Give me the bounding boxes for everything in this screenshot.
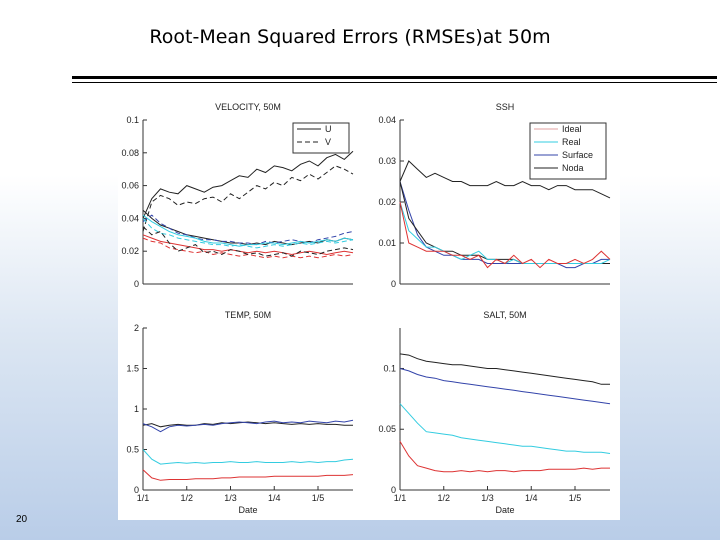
y-tick-label: 0: [134, 485, 139, 495]
y-tick-label: 0.06: [121, 181, 139, 191]
chart-panel-1: VELOCITY, 50M 0 0.02 0.04 0.06 0.08 0.1 UV: [121, 102, 354, 289]
title-rule-thick: [72, 76, 717, 79]
series-line-2: [399, 368, 611, 405]
chart-panel-2: SSH 0 0.01 0.02 0.03 0.04 Ideal Real Surface Noda: [378, 102, 611, 289]
series-line-2: [142, 419, 354, 433]
y-tick-label: 0.1: [383, 363, 396, 373]
series-line-1: [142, 421, 353, 428]
legend-box: [292, 122, 350, 154]
legend-label: Surface: [562, 150, 593, 160]
y-tick-label: 0: [391, 279, 396, 289]
legend-label: U: [325, 124, 332, 134]
y-tick-label: 0: [134, 279, 139, 289]
rmse-figure: VELOCITY, 50M 0 0.02 0.04 0.06 0.08 0.1 UV SSH 0 0…: [118, 94, 620, 520]
y-tick-label: 0.01: [378, 238, 396, 248]
x-tick-label: 1/3: [224, 493, 237, 503]
series-line-1: [399, 160, 611, 199]
slide-number: 20: [16, 514, 28, 525]
x-axis-label: Date: [495, 505, 514, 515]
y-tick-label: 1.5: [126, 364, 139, 374]
y-tick-label: 1: [134, 404, 139, 414]
x-tick-label: 1/4: [268, 493, 281, 503]
x-tick-label: 1/1: [137, 493, 150, 503]
series-line-9: [142, 226, 354, 257]
legend-label: Noda: [562, 163, 584, 173]
series-line-3: [142, 449, 354, 465]
series-line-7: [142, 234, 354, 256]
x-tick-label: 1/2: [437, 493, 450, 503]
x-tick-label: 1/5: [312, 493, 325, 503]
panel-title: TEMP, 50M: [225, 310, 271, 320]
series-line-6: [142, 218, 354, 249]
legend-box: [529, 122, 607, 180]
series-line-4: [142, 214, 354, 246]
series-line-2: [142, 165, 354, 232]
legend-label: Real: [562, 137, 581, 147]
x-tick-label: 1/5: [569, 493, 582, 503]
series-line-3: [399, 403, 611, 454]
series-line-1: [142, 150, 354, 219]
panel-title: SSH: [496, 102, 515, 112]
slide-title: Root-Mean Squared Errors (RMSEs)at 50m: [149, 26, 551, 48]
chart-panel-4: SALT, 50M 0 0.05 0.1 1/1 1/2 1/3 1/4 1/5 Date: [378, 310, 611, 515]
legend-label: V: [325, 137, 331, 147]
x-tick-label: 1/1: [394, 493, 407, 503]
y-tick-label: 0.08: [121, 148, 139, 158]
panel-title: SALT, 50M: [483, 310, 526, 320]
chart-panel-3: TEMP, 50M 0 0.5 1 1.5 2 1/1 1/2 1/3 1/4 1/5 Date: [126, 310, 354, 515]
y-tick-label: 0.03: [378, 156, 396, 166]
x-tick-label: 1/3: [481, 493, 494, 503]
y-tick-label: 0.04: [378, 115, 396, 125]
y-tick-label: 0.5: [126, 445, 139, 455]
y-tick-label: 0.1: [126, 115, 139, 125]
title-rule-thin: [72, 82, 717, 83]
x-tick-label: 1/2: [180, 493, 193, 503]
x-tick-label: 1/4: [525, 493, 538, 503]
series-line-5: [142, 214, 354, 247]
series-line-4: [142, 469, 354, 481]
legend-label: Ideal: [562, 124, 582, 134]
series-line-4: [399, 441, 610, 473]
y-tick-label: 0.04: [121, 213, 139, 223]
y-tick-label: 0: [391, 485, 396, 495]
y-tick-label: 0.02: [121, 246, 139, 256]
y-tick-label: 2: [134, 323, 139, 333]
series-line-5: [399, 201, 611, 269]
panel-title: VELOCITY, 50M: [215, 102, 281, 112]
x-axis-label: Date: [238, 505, 257, 515]
series-line-1: [399, 353, 610, 385]
y-tick-label: 0.05: [378, 424, 396, 434]
y-tick-label: 0.02: [378, 197, 396, 207]
